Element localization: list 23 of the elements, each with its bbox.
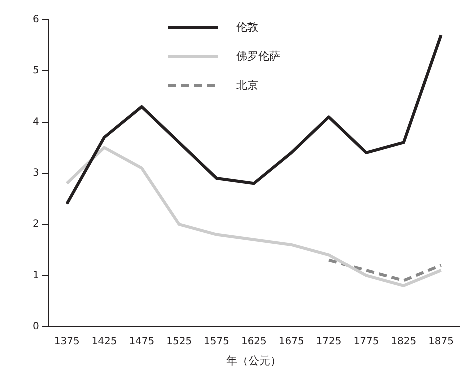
y-tick-label: 4 [32, 116, 40, 128]
x-tick-label: 1775 [354, 336, 380, 348]
x-tick-label: 1675 [278, 336, 304, 348]
x-tick-label: 1825 [391, 336, 417, 348]
x-tick-label: 1725 [316, 336, 342, 348]
legend-label: 北京 [236, 78, 258, 92]
y-tick-label: 6 [32, 14, 40, 26]
legend-label: 伦敦 [236, 20, 258, 34]
y-tick-label: 2 [32, 219, 40, 230]
x-tick-label: 1525 [166, 336, 192, 348]
y-tick-label: 3 [32, 168, 40, 179]
x-tick-label: 1875 [428, 336, 454, 348]
y-tick-label: 0 [32, 321, 40, 332]
line-series [328, 258, 443, 282]
y-tick-label: 1 [32, 270, 40, 282]
x-tick-label: 1375 [54, 336, 80, 348]
x-axis-title: 年（公元） [226, 354, 282, 368]
legend-label: 佛罗伦萨 [236, 50, 280, 63]
y-tick-label: 5 [32, 66, 40, 77]
x-tick-label: 1625 [241, 336, 267, 348]
x-tick-label: 1575 [204, 336, 230, 348]
x-tick-label: 1425 [92, 336, 118, 348]
x-tick-label: 1475 [129, 336, 155, 348]
